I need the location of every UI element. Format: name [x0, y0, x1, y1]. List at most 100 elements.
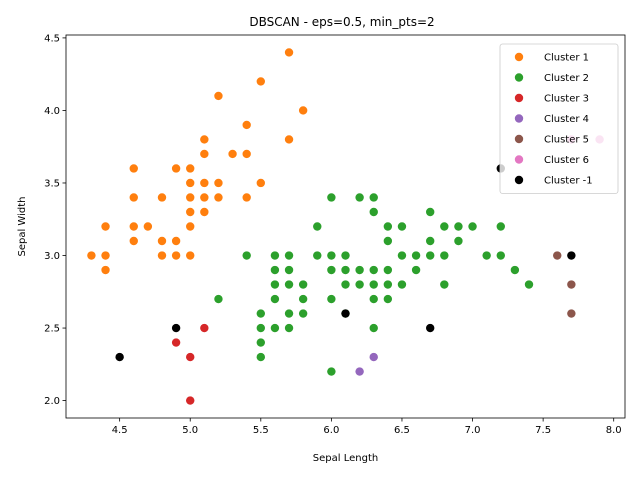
y-tick-label: 2.0 — [44, 396, 60, 407]
scatter-point — [214, 178, 223, 188]
scatter-point — [284, 135, 294, 144]
legend-marker — [514, 155, 524, 164]
scatter-point — [369, 294, 378, 304]
x-tick-label: 5.5 — [253, 425, 269, 436]
scatter-point — [383, 280, 393, 289]
scatter-point — [411, 251, 421, 260]
x-tick-label: 4.5 — [112, 425, 128, 436]
scatter-point — [171, 323, 181, 333]
scatter-point — [383, 265, 393, 275]
scatter-point — [298, 280, 308, 289]
scatter-point — [369, 207, 378, 217]
scatter-point — [242, 193, 251, 202]
scatter-point — [355, 193, 364, 202]
scatter-point — [270, 265, 280, 275]
legend-marker — [514, 134, 524, 144]
scatter-point — [383, 222, 393, 231]
scatter-point — [270, 323, 280, 333]
scatter-point — [383, 294, 393, 304]
legend-label: Cluster 4 — [544, 114, 589, 125]
scatter-point — [101, 265, 110, 275]
scatter-point — [355, 367, 364, 376]
scatter-point — [270, 280, 280, 289]
x-tick-label: 5.0 — [182, 425, 198, 436]
scatter-point — [115, 352, 124, 362]
scatter-point — [553, 251, 562, 260]
x-axis-label: Sepal Length — [313, 453, 378, 464]
scatter-point — [256, 352, 265, 362]
scatter-point — [440, 222, 449, 231]
scatter-point — [369, 280, 378, 289]
scatter-point — [129, 164, 138, 173]
scatter-point — [171, 236, 181, 246]
scatter-point — [298, 106, 308, 115]
scatter-point — [242, 251, 251, 260]
scatter-point — [256, 178, 265, 188]
scatter-point — [482, 251, 491, 260]
legend: Cluster 1 Cluster 2 Cluster 3 Cluster 4 Clus… — [499, 43, 619, 194]
scatter-point — [327, 193, 336, 202]
scatter-point — [186, 193, 195, 202]
scatter-point — [171, 164, 181, 173]
scatter-point — [426, 236, 435, 246]
scatter-point — [341, 309, 350, 318]
scatter-point — [496, 222, 505, 231]
scatter-point — [186, 178, 195, 188]
scatter-point — [298, 294, 308, 304]
x-tick-label: 7.5 — [535, 425, 551, 436]
scatter-point — [171, 338, 181, 347]
scatter-point — [567, 251, 576, 260]
scatter-point — [214, 294, 223, 304]
scatter-point — [411, 265, 421, 275]
scatter-point — [270, 251, 280, 260]
scatter-point — [468, 222, 477, 231]
scatter-point — [327, 294, 336, 304]
scatter-point — [256, 338, 265, 347]
scatter-point — [143, 222, 153, 231]
scatter-point — [397, 222, 407, 231]
legend-marker — [514, 114, 524, 123]
scatter-point — [313, 251, 322, 260]
scatter-point — [397, 280, 407, 289]
legend-label: Cluster 3 — [544, 94, 589, 105]
scatter-point — [186, 207, 195, 217]
y-tick-label: 4.0 — [44, 106, 60, 117]
scatter-point — [426, 251, 435, 260]
scatter-point — [129, 222, 138, 231]
scatter-point — [567, 280, 576, 289]
scatter-point — [157, 193, 167, 202]
scatter-point — [369, 193, 378, 202]
scatter-point — [200, 207, 209, 217]
scatter-point — [284, 309, 294, 318]
scatter-point — [171, 251, 181, 260]
scatter-point — [200, 135, 209, 144]
scatter-point — [200, 149, 209, 159]
scatter-point — [341, 251, 350, 260]
scatter-point — [101, 251, 110, 260]
scatter-point — [284, 265, 294, 275]
legend-marker — [514, 73, 524, 82]
y-tick-label: 3.0 — [44, 251, 60, 262]
scatter-point — [369, 323, 378, 333]
scatter-point — [157, 251, 167, 260]
scatter-point — [214, 193, 223, 202]
y-axis-ticks: 2.0 2.5 3.0 3.5 4.0 4.5 — [44, 33, 66, 407]
scatter-point — [454, 236, 463, 246]
legend-label: Cluster 5 — [544, 135, 589, 146]
scatter-point — [242, 149, 251, 159]
scatter-point — [270, 294, 280, 304]
scatter-point — [186, 222, 195, 231]
scatter-point — [284, 48, 294, 57]
scatter-point — [426, 323, 435, 333]
scatter-point — [327, 265, 336, 275]
scatter-point — [327, 251, 336, 260]
scatter-point — [101, 222, 110, 231]
scatter-point — [284, 323, 294, 333]
legend-label: Cluster -1 — [544, 176, 593, 187]
chart-title: DBSCAN - eps=0.5, min_pts=2 — [249, 15, 434, 29]
scatter-point — [355, 280, 364, 289]
scatter-point — [186, 396, 195, 405]
scatter-point — [228, 149, 237, 159]
scatter-point — [284, 251, 294, 260]
